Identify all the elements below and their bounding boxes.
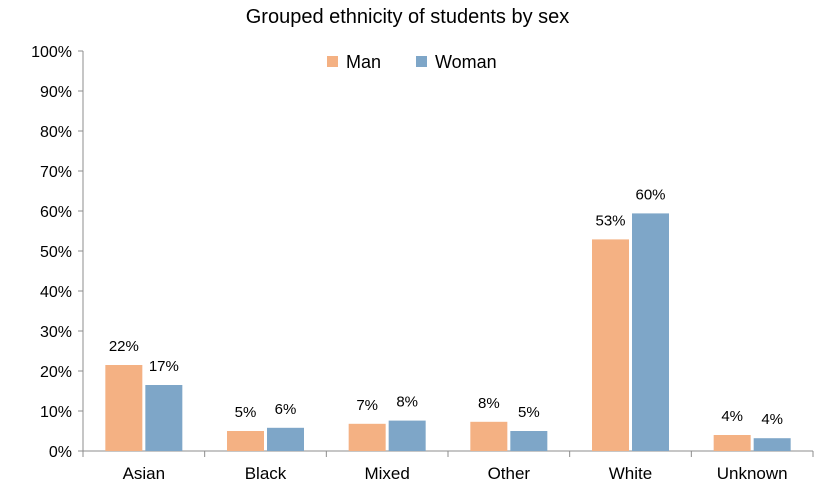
x-tick-label: Asian [123,464,166,483]
bar-woman [753,438,791,451]
legend-label-man: Man [346,52,381,72]
bar-man [713,435,751,451]
data-label: 5% [518,404,540,421]
x-tick-label: Black [245,464,287,483]
y-tick-label: 80% [40,124,72,141]
data-label: 5% [235,404,257,421]
y-tick-label: 0% [49,444,72,461]
bar-woman [388,420,426,451]
y-tick-label: 20% [40,364,72,381]
data-label: 8% [478,395,500,412]
data-label: 17% [149,358,179,375]
y-tick-label: 70% [40,164,72,181]
data-label: 7% [356,397,378,414]
x-tick-label: Unknown [717,464,788,483]
bar-man [592,239,629,451]
bar-woman [632,213,669,451]
y-axis: 0% 10% 20% 30% 40% 50% 60% 70% 80% 90% 100% [31,44,84,461]
data-label: 4% [721,408,743,425]
data-label: 8% [396,394,418,411]
data-label: 60% [635,186,665,203]
data-label: 6% [275,401,297,418]
bar-woman [145,385,183,451]
y-tick-label: 60% [40,204,72,221]
bar-man [470,421,508,451]
bar-man [348,423,386,451]
bar-man [227,431,264,451]
y-tick-label: 30% [40,324,72,341]
x-axis: Asian Black Mixed Other White Unknown [82,450,814,483]
x-tick-label: Other [488,464,531,483]
data-label: 4% [761,411,783,428]
y-tick-label: 50% [40,244,72,261]
y-tick-label: 10% [40,404,72,421]
bar-woman [267,427,304,451]
x-tick-label: White [609,464,652,483]
bars [105,213,791,451]
data-label: 53% [595,212,625,229]
y-tick-label: 100% [31,44,72,61]
legend-swatch-woman [416,56,427,67]
y-tick-label: 90% [40,84,72,101]
data-label: 22% [109,338,139,355]
legend-label-woman: Woman [435,52,497,72]
bar-man [105,365,143,451]
y-tick-label: 40% [40,284,72,301]
chart-title: Grouped ethnicity of students by sex [245,6,570,28]
bar-woman [510,431,548,451]
x-tick-label: Mixed [364,464,409,483]
data-labels: 22% 5% 7% 8% 53% 4% 17% 6% 8% 5% 60% 4% [109,186,783,428]
legend: Man Woman [327,52,497,72]
legend-swatch-man [327,56,338,67]
